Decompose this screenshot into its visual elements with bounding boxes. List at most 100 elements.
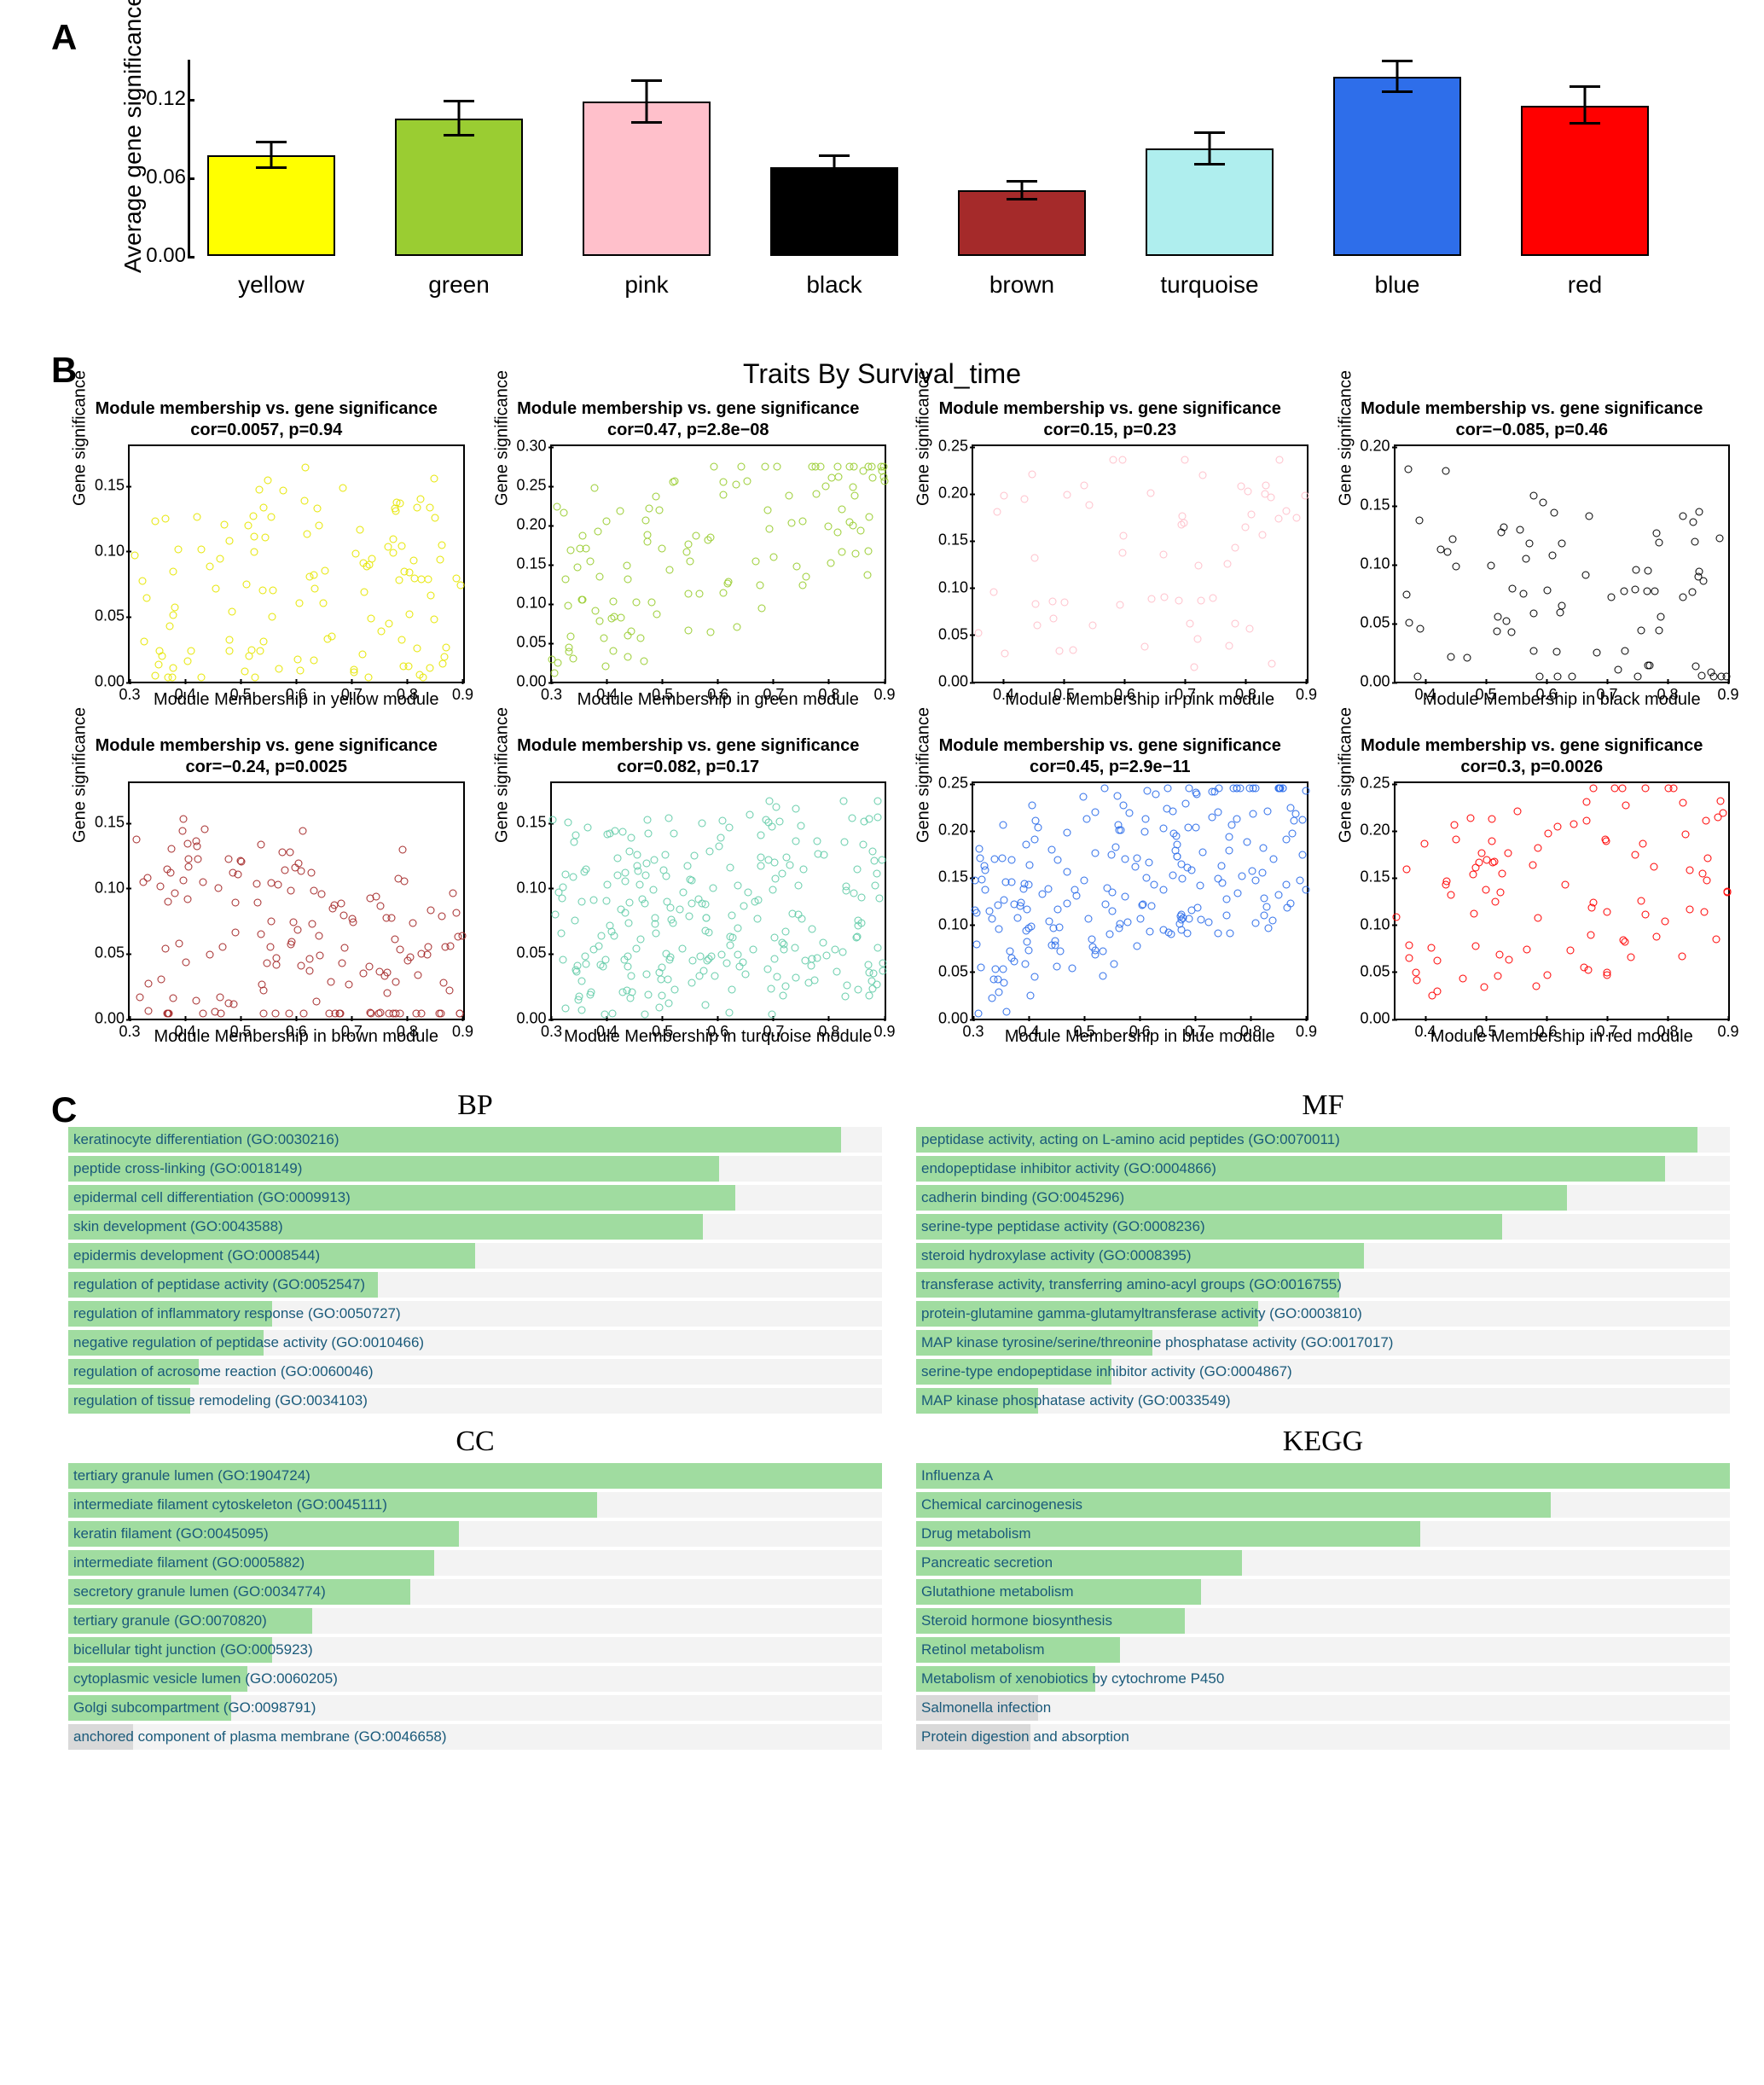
scatter-point	[757, 853, 764, 861]
scatter-point	[652, 930, 659, 938]
scatter-point	[1724, 887, 1732, 895]
scatter-ytick: 0.25	[932, 438, 968, 456]
scatter-point	[305, 955, 313, 963]
enrich-title: BP	[68, 1089, 882, 1122]
scatter-point	[1226, 642, 1233, 650]
scatter-point	[251, 673, 258, 681]
scatter-ytick: 0.15	[89, 477, 125, 495]
scatter-point	[1026, 862, 1034, 869]
scatter-point	[813, 490, 821, 497]
scatter-xtick: 0.6	[707, 686, 728, 704]
scatter-point	[438, 912, 446, 920]
scatter-point	[1275, 456, 1283, 464]
scatter-point	[1186, 619, 1193, 627]
scatter-point	[1030, 973, 1038, 981]
scatter-point	[1048, 846, 1056, 854]
scatter-point	[1526, 540, 1534, 548]
scatter-point	[1413, 673, 1421, 681]
scatter-point	[727, 864, 734, 872]
scatter-point	[861, 818, 868, 826]
scatter-point	[458, 932, 466, 939]
scatter-point	[711, 462, 718, 470]
scatter-point	[1160, 550, 1168, 558]
enrich-label: anchored component of plasma membrane (G…	[73, 1728, 447, 1745]
scatter-point	[1406, 941, 1413, 949]
error-cap-top	[819, 154, 850, 157]
scatter-point	[292, 863, 299, 871]
bar-rect	[583, 102, 711, 256]
scatter-point	[1620, 588, 1628, 595]
scatter-point	[1504, 849, 1512, 857]
enrich-row: MAP kinase phosphatase activity (GO:0033…	[916, 1388, 1730, 1414]
scatter-point	[577, 977, 585, 984]
scatter-point	[845, 518, 853, 526]
scatter-xtick: 0.8	[818, 1023, 839, 1041]
scatter-point	[1543, 971, 1551, 979]
scatter-point	[275, 665, 282, 672]
scatter-point	[1529, 609, 1537, 617]
scatter-point	[1246, 624, 1254, 632]
scatter-point	[442, 944, 450, 951]
scatter-point	[1060, 599, 1068, 607]
scatter-point	[386, 619, 393, 627]
scatter-point	[566, 644, 573, 652]
scatter-point	[871, 857, 879, 865]
scatter-point	[728, 912, 736, 920]
scatter-point	[644, 830, 652, 838]
scatter-point	[302, 463, 310, 471]
scatter-point	[1068, 965, 1076, 973]
scatter-point	[678, 945, 686, 953]
enrich-row: tertiary granule (GO:0070820)	[68, 1608, 882, 1634]
scatter-point	[688, 956, 696, 964]
scatter-point	[659, 544, 666, 552]
scatter-point	[566, 632, 574, 640]
scatter-point	[656, 506, 664, 514]
scatter-point	[577, 897, 585, 905]
scatter-point	[696, 953, 704, 961]
scatter-point	[1252, 877, 1260, 885]
scatter-ylabel: Gene significance	[71, 707, 90, 843]
enrich-block-CC: CCtertiary granule lumen (GO:1904724)int…	[68, 1426, 882, 1753]
scatter-point	[579, 532, 587, 540]
scatter-point	[1126, 809, 1134, 816]
scatter-ytick: 0.05	[89, 607, 125, 625]
scatter-point	[559, 884, 566, 891]
enrich-row: transferase activity, transferring amino…	[916, 1272, 1730, 1298]
enrich-label: cadherin binding (GO:0045296)	[921, 1189, 1124, 1206]
scatter-point	[226, 647, 234, 654]
scatter-point	[786, 861, 794, 868]
scatter-ytick: 0.05	[89, 944, 125, 962]
scatter-ytick: 0.25	[511, 477, 547, 495]
scatter-point	[259, 986, 267, 994]
scatter-point	[751, 557, 759, 565]
scatter-point	[1709, 673, 1717, 681]
scatter-point	[1160, 886, 1168, 893]
enrich-label: peptidase activity, acting on L-amino ac…	[921, 1131, 1340, 1148]
scatter-point	[1550, 509, 1558, 517]
scatter-point	[975, 1010, 983, 1018]
scatter-green: Module membership vs. gene significancec…	[490, 398, 887, 710]
scatter-point	[995, 989, 1003, 996]
scatter-point	[1494, 628, 1501, 636]
scatter-point	[1233, 784, 1240, 792]
scatter-point	[1027, 991, 1035, 999]
panel-b: B Traits By Survival_time Module members…	[17, 358, 1747, 1047]
scatter-point	[1678, 952, 1686, 960]
scatter-point	[1049, 598, 1057, 606]
scatter-point	[247, 646, 255, 653]
scatter-point	[634, 862, 641, 869]
enrich-label: Protein digestion and absorption	[921, 1728, 1129, 1745]
scatter-xtick: 0.9	[452, 1023, 473, 1041]
scatter-point	[1585, 966, 1593, 973]
scatter-point	[1000, 965, 1007, 973]
scatter-point	[634, 851, 641, 858]
scatter-xtick: 0.8	[1657, 686, 1678, 704]
enrich-label: Salmonella infection	[921, 1699, 1051, 1716]
scatter-point	[340, 944, 348, 951]
enrich-row: cytoplasmic vesicle lumen (GO:0060205)	[68, 1666, 882, 1692]
scatter-point	[1700, 909, 1708, 916]
scatter-point	[1195, 561, 1203, 569]
scatter-point	[1535, 914, 1542, 921]
bar-label: pink	[561, 271, 732, 299]
enrich-label: bicellular tight junction (GO:0005923)	[73, 1641, 313, 1658]
